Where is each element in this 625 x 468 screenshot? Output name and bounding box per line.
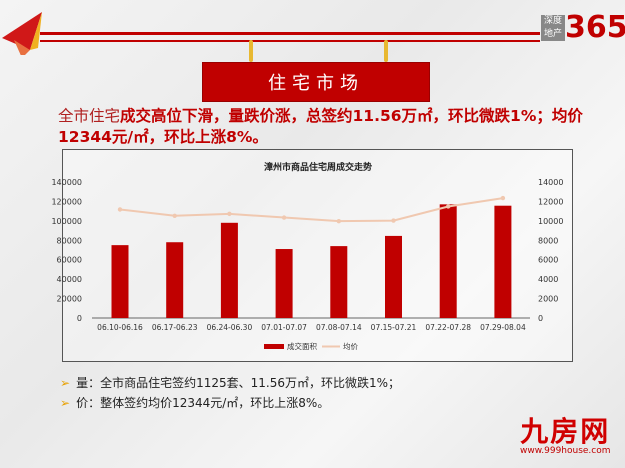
right-tick-label: 0 [538, 314, 543, 323]
left-tick-label: 100000 [51, 217, 82, 226]
line-point [117, 207, 123, 212]
legend-label-line: 均价 [343, 341, 358, 351]
right-tick-label: 10000 [538, 217, 563, 226]
left-tick-label: 120000 [51, 197, 82, 206]
x-tick-label: 06.24-06.30 [207, 323, 253, 332]
bullet-item: ➢ 量：全市商品住宅签约1125套、11.56万㎡，环比微跌1%； [60, 373, 400, 393]
line-point [446, 204, 451, 209]
legend-swatch-bar [264, 344, 284, 349]
logo-box-top: 深度 [543, 16, 562, 26]
bullet-item: ➢ 价：整体签约均价12344元/㎡，环比上涨8%。 [60, 393, 400, 413]
x-tick-label: 06.17-06.23 [152, 323, 198, 332]
left-tick-label: 0 [77, 314, 82, 323]
chart-frame [62, 149, 573, 362]
right-tick-label: 2000 [538, 295, 558, 304]
line-point [172, 213, 177, 219]
arrow-icon: ➢ [60, 376, 71, 390]
logo-number: 365 [565, 10, 625, 45]
section-title: 住宅市场 [202, 62, 430, 102]
bar [494, 205, 512, 318]
line-point [281, 215, 287, 220]
header-rail [40, 32, 540, 42]
right-tick-label: 14000 [538, 178, 563, 187]
x-tick-label: 06.10-06.16 [97, 323, 143, 332]
bar [330, 246, 348, 318]
right-tick-label: 8000 [538, 236, 558, 245]
legend-label-bar: 成交面积 [287, 341, 317, 351]
bar [220, 222, 238, 318]
hook-left [249, 40, 253, 62]
x-tick-label: 07.01-07.07 [261, 323, 307, 332]
x-tick-label: 07.08-07.14 [316, 323, 362, 332]
bullet-list: ➢ 量：全市商品住宅签约1125套、11.56万㎡，环比微跌1%； ➢ 价：整体签约… [60, 373, 400, 413]
line-point [500, 195, 506, 201]
x-tick-label: 07.15-07.21 [371, 323, 417, 332]
chart-title: 漳州市商品住宅周成交走势 [264, 161, 372, 173]
line-point [336, 218, 341, 224]
hook-right [384, 40, 388, 62]
logo-box-bottom: 地产 [543, 29, 562, 39]
right-tick-label: 4000 [538, 275, 558, 284]
x-tick-label: 07.22-07.28 [425, 323, 471, 332]
headline-rest: 成交高位下滑，量跌价涨，总签约11.56万㎡，环比微跌1%；均价12344元/㎡… [58, 107, 583, 146]
x-tick-label: 07.29-08.04 [480, 323, 526, 332]
left-tick-label: 20000 [57, 295, 82, 304]
footer-logo: 九房网 www.999house.com [520, 415, 611, 457]
left-tick-label: 40000 [57, 275, 82, 284]
logo-365: 深度地产 365 [541, 10, 625, 45]
bar [385, 235, 402, 318]
headline-lead: 全市住宅 [58, 107, 121, 125]
bar [111, 245, 129, 318]
arrow-icon: ➢ [60, 396, 71, 410]
line-point [391, 218, 396, 223]
footer-logo-url: www.999house.com [520, 446, 611, 456]
left-tick-label: 80000 [57, 236, 82, 245]
footer-logo-name: 九房网 [520, 415, 611, 448]
right-tick-label: 12000 [538, 197, 563, 206]
bar [166, 242, 184, 318]
right-tick-label: 6000 [538, 256, 558, 265]
bar [439, 204, 457, 318]
line-series [119, 197, 504, 223]
left-tick-label: 140000 [51, 178, 82, 187]
bar [275, 249, 293, 318]
line-point [227, 211, 232, 217]
left-tick-label: 60000 [57, 256, 82, 265]
bullet-text: 整体签约均价12344元/㎡，环比上涨8%。 [100, 396, 330, 410]
headline: 全市住宅成交高位下滑，量跌价涨，总签约11.56万㎡，环比微跌1%；均价1234… [58, 106, 598, 148]
bullet-label: 价： [76, 396, 101, 410]
paper-plane-icon [2, 12, 42, 55]
bullet-label: 量： [76, 376, 101, 390]
bullet-text: 全市商品住宅签约1125套、11.56万㎡，环比微跌1%； [100, 376, 401, 390]
